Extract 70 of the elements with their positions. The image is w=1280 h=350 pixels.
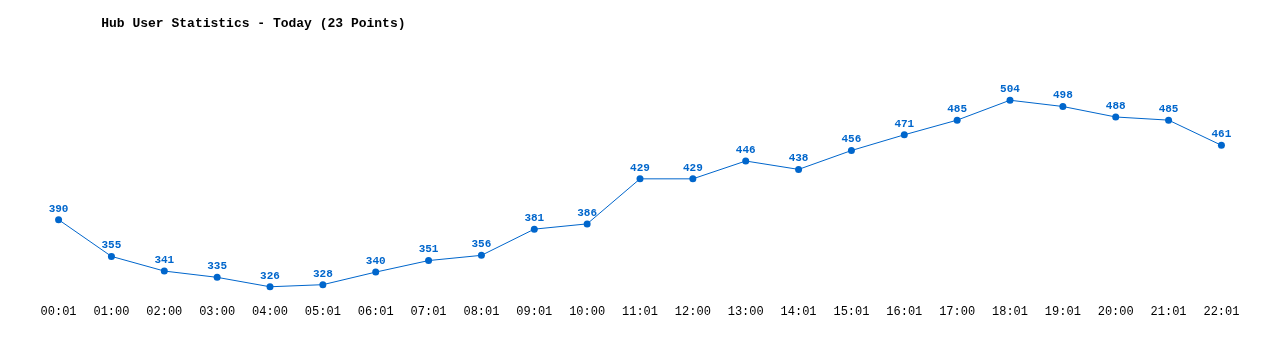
chart-title: Hub User Statistics - Today (23 Points) [101, 15, 406, 31]
x-tick-label: 18:01 [991, 305, 1029, 319]
x-tick-label: 13:00 [727, 305, 764, 319]
data-label: 356 [471, 238, 492, 251]
data-label: 504 [1000, 83, 1021, 96]
x-tick-label: 12:00 [674, 305, 711, 319]
data-label: 335 [207, 260, 228, 273]
data-label: 456 [841, 133, 862, 146]
x-tick-label: 17:00 [939, 305, 976, 319]
point [213, 273, 221, 281]
data-label: 340 [365, 254, 386, 267]
point [319, 281, 327, 289]
point [636, 175, 644, 183]
x-tick-label: 11:01 [621, 305, 659, 319]
x-tick-label: 00:01 [40, 305, 77, 319]
point [953, 116, 961, 124]
x-tick-label: 04:00 [251, 305, 289, 319]
x-tick-label: 08:01 [463, 305, 500, 319]
x-tick-label: 09:01 [516, 305, 553, 319]
x-tick-label: 05:01 [304, 305, 341, 319]
x-tick-label: 10:00 [569, 305, 606, 319]
data-label: 341 [154, 253, 175, 266]
data-label: 429 [682, 161, 703, 174]
point [1112, 113, 1120, 121]
point [160, 267, 168, 275]
x-tick-label: 16:01 [886, 305, 923, 319]
x-tick-label: 06:01 [357, 305, 394, 319]
data-label: 498 [1052, 89, 1074, 102]
data-label: 386 [577, 206, 598, 219]
x-tick-label: 21:01 [1150, 305, 1187, 319]
point [372, 268, 380, 276]
data-label: 351 [418, 243, 439, 256]
point [742, 157, 750, 165]
point [107, 252, 115, 260]
data-label: 488 [1105, 99, 1127, 112]
point [1217, 141, 1225, 149]
data-label: 446 [735, 143, 756, 156]
data-label: 485 [947, 103, 968, 116]
point [1059, 103, 1067, 111]
point [1006, 96, 1014, 104]
point [55, 216, 63, 224]
point [477, 251, 485, 259]
point [900, 131, 908, 139]
x-tick-label: 19:01 [1044, 305, 1081, 319]
x-tick-label: 07:01 [410, 305, 447, 319]
x-tick-label: 22:01 [1203, 305, 1240, 319]
data-label: 326 [260, 269, 280, 282]
data-label: 471 [894, 117, 915, 130]
data-label: 328 [312, 267, 334, 280]
point [1165, 116, 1173, 124]
data-label: 390 [48, 202, 69, 215]
x-tick-label: 02:00 [146, 305, 183, 319]
point [425, 257, 433, 265]
x-tick-label: 14:01 [780, 305, 817, 319]
point [583, 220, 591, 228]
point [266, 283, 274, 291]
data-label: 355 [101, 239, 122, 252]
data-label: 461 [1211, 128, 1232, 141]
data-label: 485 [1158, 103, 1179, 116]
data-label: 438 [788, 152, 809, 165]
x-tick-label: 20:00 [1097, 305, 1134, 319]
data-label: 429 [630, 161, 650, 174]
point [847, 147, 855, 155]
x-tick-label: 03:00 [199, 305, 236, 319]
point [530, 225, 538, 233]
x-tick-label: 01:00 [93, 305, 130, 319]
point [689, 175, 697, 183]
x-tick-label: 15:01 [833, 305, 870, 319]
data-label: 381 [524, 212, 545, 225]
point [795, 165, 803, 173]
